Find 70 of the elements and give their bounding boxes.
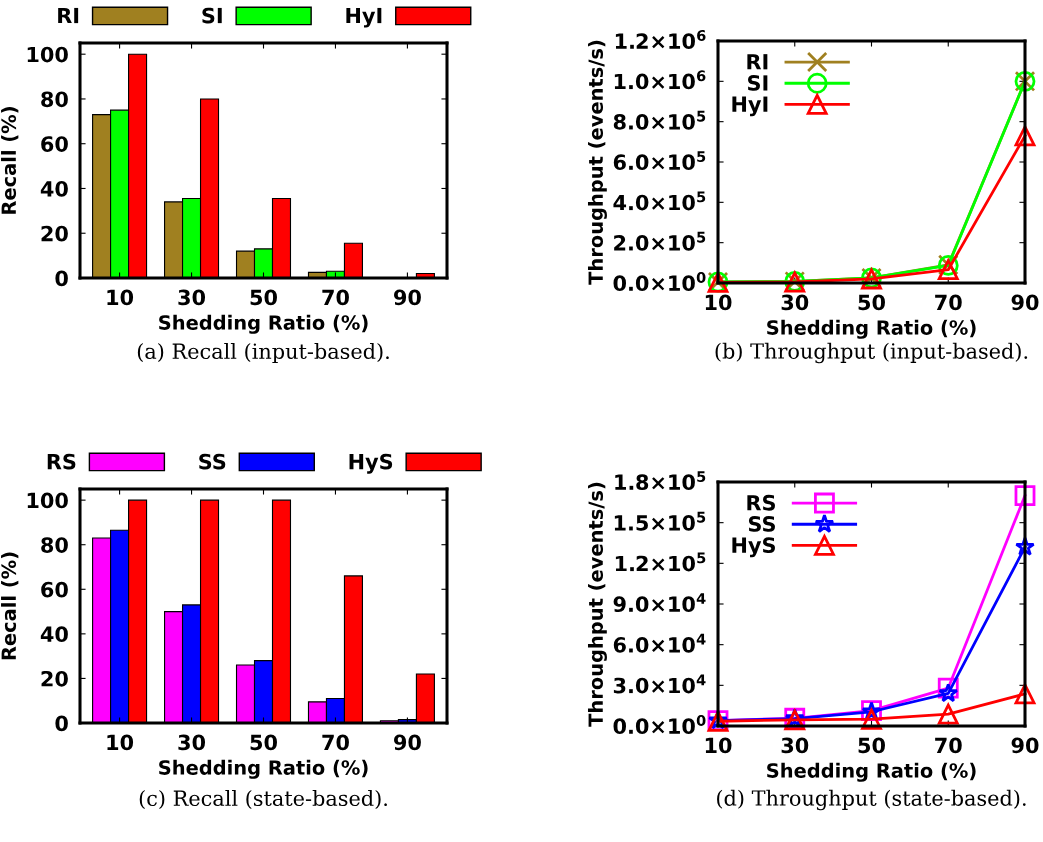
y-tick-label: 1.5×10$^{5}$ — [614, 511, 706, 531]
legend-label: SI — [748, 75, 768, 91]
y-tick-label: 6.0×10$^{4}$ — [613, 633, 706, 653]
x-tick-label: 50 — [858, 737, 885, 754]
x-tick-label: 70 — [322, 734, 349, 751]
legend-label: HyI — [732, 96, 768, 117]
x-tick-label: 10 — [107, 734, 134, 751]
y-axis-title: Recall (%) — [1, 107, 19, 214]
legend-label: SS — [199, 453, 226, 470]
y-tick-label: 80 — [41, 91, 68, 108]
x-tick-label: 10 — [705, 737, 732, 754]
x-tick-label: 30 — [178, 734, 206, 751]
y-tick-label: 0 — [55, 270, 68, 287]
y-tick-label: 4.0×10$^{5}$ — [613, 191, 706, 211]
y-tick-label: 8.0×10$^{5}$ — [613, 110, 706, 130]
x-tick-label: 10 — [107, 289, 134, 306]
y-tick-label: 1.0×10$^{6}$ — [614, 70, 706, 90]
x-tick-label: 50 — [858, 294, 885, 311]
legend-label: HyS — [349, 453, 393, 474]
y-tick-label: 6.0×10$^{5}$ — [613, 151, 706, 171]
y-tick-label: 20 — [41, 225, 68, 242]
x-tick-label: 70 — [935, 737, 962, 754]
legend-label: RS — [47, 453, 76, 470]
y-tick-label: 80 — [41, 537, 68, 553]
y-tick-label: 40 — [40, 626, 68, 643]
text: (b) Throughput (input-based). — [715, 342, 1028, 364]
x-tick-label: 30 — [781, 294, 809, 311]
legend-label: SS — [748, 516, 775, 532]
text: (d) Throughput (state-based). — [717, 789, 1026, 811]
x-tick-label: 30 — [781, 737, 809, 754]
y-tick-label: 100 — [27, 492, 68, 509]
x-tick-label: 90 — [1011, 737, 1039, 754]
x-axis-title: Shedding Ratio (%) — [767, 762, 976, 782]
y-tick-label: 2.0×10$^{5}$ — [614, 231, 706, 251]
y-tick-label: 0.0×10$^{0}$ — [613, 271, 706, 292]
x-axis-title: Shedding Ratio (%) — [159, 759, 368, 779]
y-tick-label: 0.0×10$^{0}$ — [613, 714, 706, 735]
x-axis-title: Shedding Ratio (%) — [767, 319, 976, 339]
legend-label: HyI — [346, 7, 382, 28]
y-axis-title: Recall (%) — [1, 552, 19, 660]
text: (c) Recall (state-based). — [139, 789, 387, 809]
legend-label: SI — [202, 7, 222, 24]
y-tick-label: 1.2×10$^{6}$ — [615, 29, 706, 50]
y-tick-label: 0 — [55, 715, 68, 732]
x-tick-label: 90 — [1011, 294, 1039, 311]
y-tick-label: 60 — [41, 136, 68, 152]
y-tick-label: 40 — [40, 180, 68, 197]
legend-label: RS — [747, 494, 775, 511]
y-tick-label: 1.2×10$^{5}$ — [615, 552, 706, 572]
y-tick-label: 20 — [41, 670, 68, 687]
y-tick-label: 100 — [27, 46, 68, 63]
x-tick-label: 90 — [394, 289, 421, 306]
x-tick-label: 10 — [705, 294, 732, 311]
text: (a) Recall (input-based). — [137, 342, 389, 364]
x-tick-label: 70 — [322, 289, 349, 306]
y-tick-label: 3.0×10$^{4}$ — [613, 674, 706, 694]
x-axis-title: Shedding Ratio (%) — [159, 314, 368, 334]
x-tick-label: 50 — [250, 289, 277, 306]
y-tick-label: 1.8×10$^{5}$ — [615, 471, 706, 491]
legend-label: RI — [747, 54, 768, 70]
x-tick-label: 70 — [935, 294, 962, 311]
legend-label: HyS — [732, 537, 775, 558]
x-tick-label: 90 — [394, 734, 421, 751]
legend-label: RI — [58, 7, 79, 24]
x-tick-label: 30 — [178, 289, 206, 306]
y-axis-title: Throughput (events/s) — [587, 482, 607, 727]
y-tick-label: 9.0×10$^{4}$ — [613, 593, 706, 613]
y-tick-label: 60 — [41, 581, 68, 598]
y-axis-title: Throughput (events/s) — [587, 40, 607, 285]
x-tick-label: 50 — [250, 734, 277, 751]
